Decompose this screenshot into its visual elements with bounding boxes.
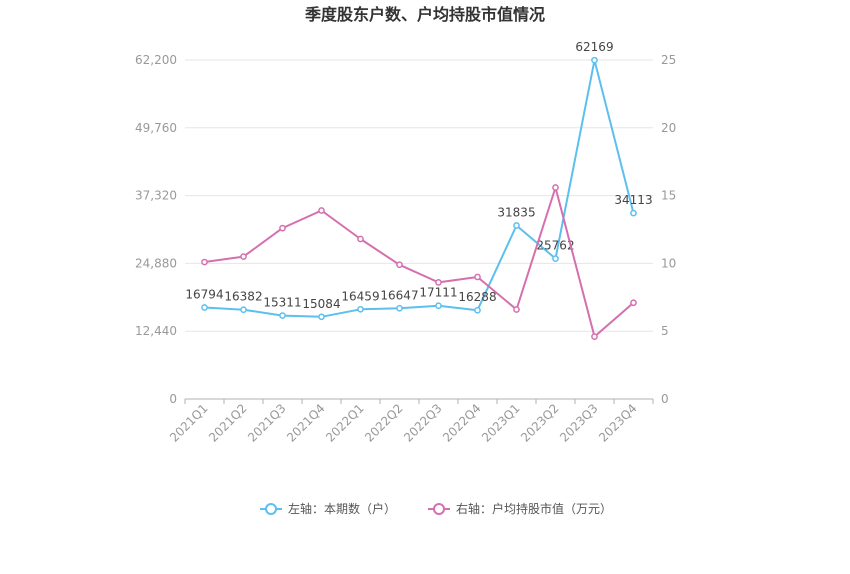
data-label: 16459 — [341, 289, 379, 303]
left-tick-label: 24,880 — [135, 256, 177, 270]
chart-title: 季度股东户数、户均持股市值情况 — [304, 5, 545, 24]
series-1-point — [435, 302, 442, 310]
series-1-point — [201, 304, 208, 311]
right-tick-label: 5 — [661, 324, 669, 338]
series-1-point — [240, 306, 247, 314]
data-label: 16288 — [458, 290, 496, 304]
data-label: 62169 — [575, 40, 613, 54]
series-1-point — [279, 312, 286, 319]
series-1-point — [591, 56, 598, 64]
legend-swatch-marker — [433, 503, 445, 515]
series-2-point — [201, 258, 208, 266]
data-label: 17111 — [419, 286, 457, 300]
series-1-point — [552, 255, 559, 262]
left-tick-label: 62,200 — [135, 53, 177, 67]
right-tick-label: 25 — [661, 53, 676, 67]
legend[interactable]: 左轴：本期数（户） 右轴：户均持股市值（万元） — [260, 501, 612, 516]
x-tick-label: 2022Q2 — [362, 401, 406, 445]
right-tick-label: 10 — [661, 256, 676, 270]
series-1-point — [474, 306, 481, 314]
x-tick-label: 2021Q2 — [206, 401, 250, 445]
right-axis: 0 5 10 15 20 25 — [661, 53, 676, 406]
x-tick-label: 2023Q1 — [479, 401, 523, 445]
x-tick-label: 2021Q3 — [245, 401, 289, 445]
x-tick-label: 2023Q2 — [518, 401, 562, 445]
series-line-2 — [204, 186, 635, 338]
x-tick-label: 2022Q4 — [440, 401, 484, 445]
left-tick-label: 12,440 — [135, 324, 177, 338]
series-2-point — [318, 207, 325, 214]
x-tick-label: 2022Q3 — [401, 401, 445, 445]
legend-swatch-marker — [265, 503, 277, 515]
legend-label: 右轴：户均持股市值（万元） — [456, 501, 612, 516]
left-tick-label: 49,760 — [135, 121, 177, 135]
data-label: 15084 — [302, 297, 340, 311]
series-1-point — [357, 305, 364, 313]
x-tick-label: 2022Q1 — [323, 401, 367, 445]
right-tick-label: 0 — [661, 392, 669, 406]
data-label: 25762 — [536, 239, 574, 253]
series-2-point — [630, 299, 637, 307]
left-axis: 0 12,440 24,880 37,320 49,760 62,200 — [135, 53, 177, 406]
series-2-point — [552, 184, 559, 191]
x-axis: 2021Q12021Q22021Q32021Q42022Q12022Q22022… — [167, 398, 654, 445]
series-2-point — [396, 261, 403, 269]
series-2-point — [591, 333, 598, 340]
series-line-1 — [204, 59, 635, 318]
data-label: 16794 — [185, 287, 223, 301]
series-2-point — [240, 253, 247, 260]
series-2-point — [435, 279, 442, 286]
data-label: 15311 — [263, 296, 301, 310]
legend-label: 左轴：本期数（户） — [288, 501, 396, 516]
data-label: 34113 — [614, 193, 652, 207]
data-label: 16382 — [224, 290, 262, 304]
series-1-point — [396, 304, 403, 312]
x-tick-label: 2023Q3 — [557, 401, 601, 445]
series-2-point — [357, 235, 364, 243]
series-2-point — [279, 224, 286, 232]
series-1-point — [630, 209, 637, 217]
x-tick-label: 2021Q4 — [284, 401, 328, 445]
series-1-point — [513, 222, 520, 229]
right-tick-label: 15 — [661, 189, 676, 203]
data-label: 31835 — [497, 205, 535, 219]
left-tick-label: 37,320 — [135, 189, 177, 203]
series-2-point — [513, 306, 520, 313]
data-label: 16647 — [380, 288, 418, 302]
x-tick-label: 2023Q4 — [596, 401, 640, 445]
x-tick-label: 2021Q1 — [167, 401, 211, 445]
series-1-point — [318, 313, 325, 321]
left-tick-label: 0 — [169, 392, 177, 406]
right-tick-label: 20 — [661, 121, 676, 135]
series-2-point — [474, 273, 481, 281]
